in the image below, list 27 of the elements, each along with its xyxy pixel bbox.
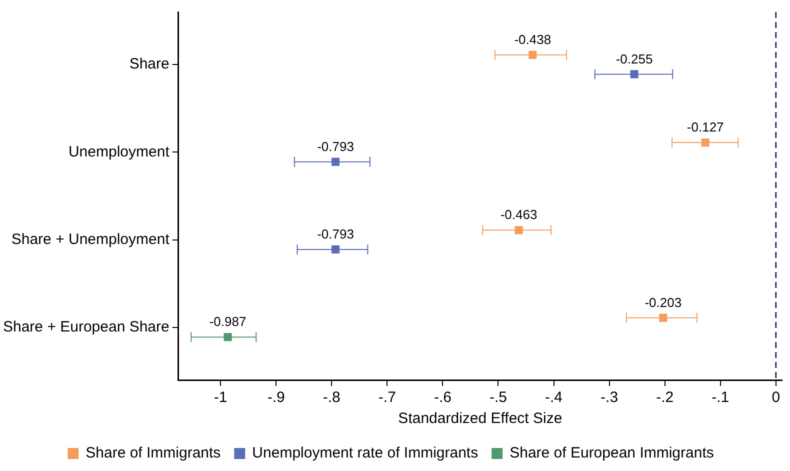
y-tick-label: Share + Unemployment [11, 230, 170, 248]
data-label: -0.255 [616, 51, 653, 66]
x-tick-label: -.4 [545, 389, 563, 406]
y-tick-label: Unemployment [68, 143, 170, 160]
x-tick-label: -.9 [267, 389, 285, 406]
x-tick-label: -.2 [656, 389, 674, 406]
data-label: -0.438 [514, 32, 552, 48]
x-tick-label: -.7 [378, 389, 396, 406]
x-tick-label: -.8 [322, 389, 340, 406]
x-tick-label: -.6 [434, 389, 452, 406]
data-label: -0.793 [317, 138, 354, 154]
x-tick-label: -.3 [600, 389, 618, 406]
legend-label: Share of European Immigrants [510, 444, 714, 462]
legend-label: Share of Immigrants [86, 444, 221, 462]
data-label: -0.127 [686, 120, 724, 135]
x-tick-label: -1 [214, 389, 228, 406]
data-label: -0.203 [644, 294, 682, 310]
data-label: -0.463 [500, 207, 538, 222]
data-label: -0.987 [209, 314, 246, 330]
data-label: -0.793 [317, 226, 354, 242]
legend-label: Unemployment rate of Immigrants [252, 444, 478, 462]
x-tick-label: 0 [772, 389, 780, 406]
y-tick-label: Share [129, 56, 170, 73]
x-axis-title: Standardized Effect Size [398, 410, 562, 428]
x-tick-label: -.1 [712, 389, 730, 406]
y-tick-label: Share + European Share [2, 318, 170, 336]
x-tick-label: -.5 [489, 389, 507, 406]
